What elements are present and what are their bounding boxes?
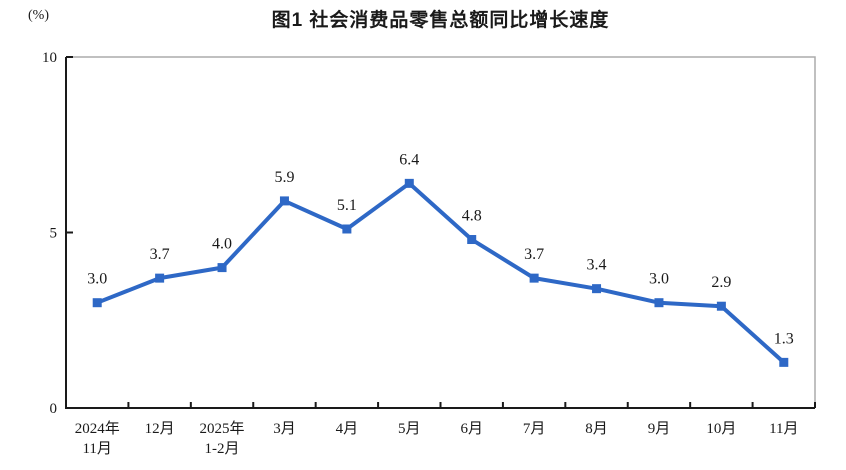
data-point-marker xyxy=(92,298,102,308)
data-point-label: 5.9 xyxy=(274,169,294,186)
data-point-label: 6.4 xyxy=(399,151,419,168)
x-tick-label: 11月 xyxy=(769,421,798,437)
data-point-label: 3.7 xyxy=(150,246,170,263)
y-tick-label: 0 xyxy=(50,401,58,417)
data-point-label: 3.7 xyxy=(524,246,544,263)
data-point-marker xyxy=(217,263,227,273)
x-tick-label: 10月 xyxy=(706,421,736,437)
x-tick-label: 9月 xyxy=(648,421,671,437)
data-point-label: 3.0 xyxy=(87,271,107,288)
y-tick-label: 5 xyxy=(50,226,58,242)
x-tick-label: 12月 xyxy=(145,421,175,437)
chart-title: 图1 社会消费品零售总额同比增长速度 xyxy=(271,10,610,31)
x-tick-label: 2025年 xyxy=(200,420,245,437)
data-point-label: 3.0 xyxy=(649,271,669,288)
data-point-marker xyxy=(529,273,539,283)
x-tick-label: 4月 xyxy=(336,421,359,437)
series-line xyxy=(95,181,786,365)
data-point-marker xyxy=(592,284,602,294)
data-point-marker xyxy=(342,224,352,234)
x-tick-label: 3月 xyxy=(273,421,296,437)
data-point-marker xyxy=(654,298,664,308)
x-tick-label: 2024年 xyxy=(75,420,120,437)
data-point-label: 4.0 xyxy=(212,236,232,253)
data-point-marker xyxy=(716,301,726,311)
x-tick-label: 1-2月 xyxy=(205,441,240,457)
x-tick-label: 8月 xyxy=(585,421,608,437)
data-point-marker xyxy=(779,357,789,367)
data-point-marker xyxy=(279,196,289,206)
x-tick-label: 6月 xyxy=(460,421,483,437)
data-point-label: 4.8 xyxy=(462,208,482,225)
data-point-label: 3.4 xyxy=(587,257,607,274)
y-tick-label: 10 xyxy=(42,50,57,66)
x-tick-label: 11月 xyxy=(82,441,111,457)
x-tick-label: 5月 xyxy=(398,421,421,437)
plot-frame xyxy=(66,56,816,408)
data-point-label: 1.3 xyxy=(774,330,794,347)
data-point-label: 5.1 xyxy=(337,197,357,214)
x-tick-label: 7月 xyxy=(523,421,546,437)
data-point-marker xyxy=(155,273,165,283)
data-point-marker xyxy=(467,235,477,245)
axis-lines xyxy=(65,57,815,409)
data-point-marker xyxy=(404,178,414,188)
y-axis-unit-label: (%) xyxy=(28,8,49,23)
data-point-label: 2.9 xyxy=(711,274,731,291)
